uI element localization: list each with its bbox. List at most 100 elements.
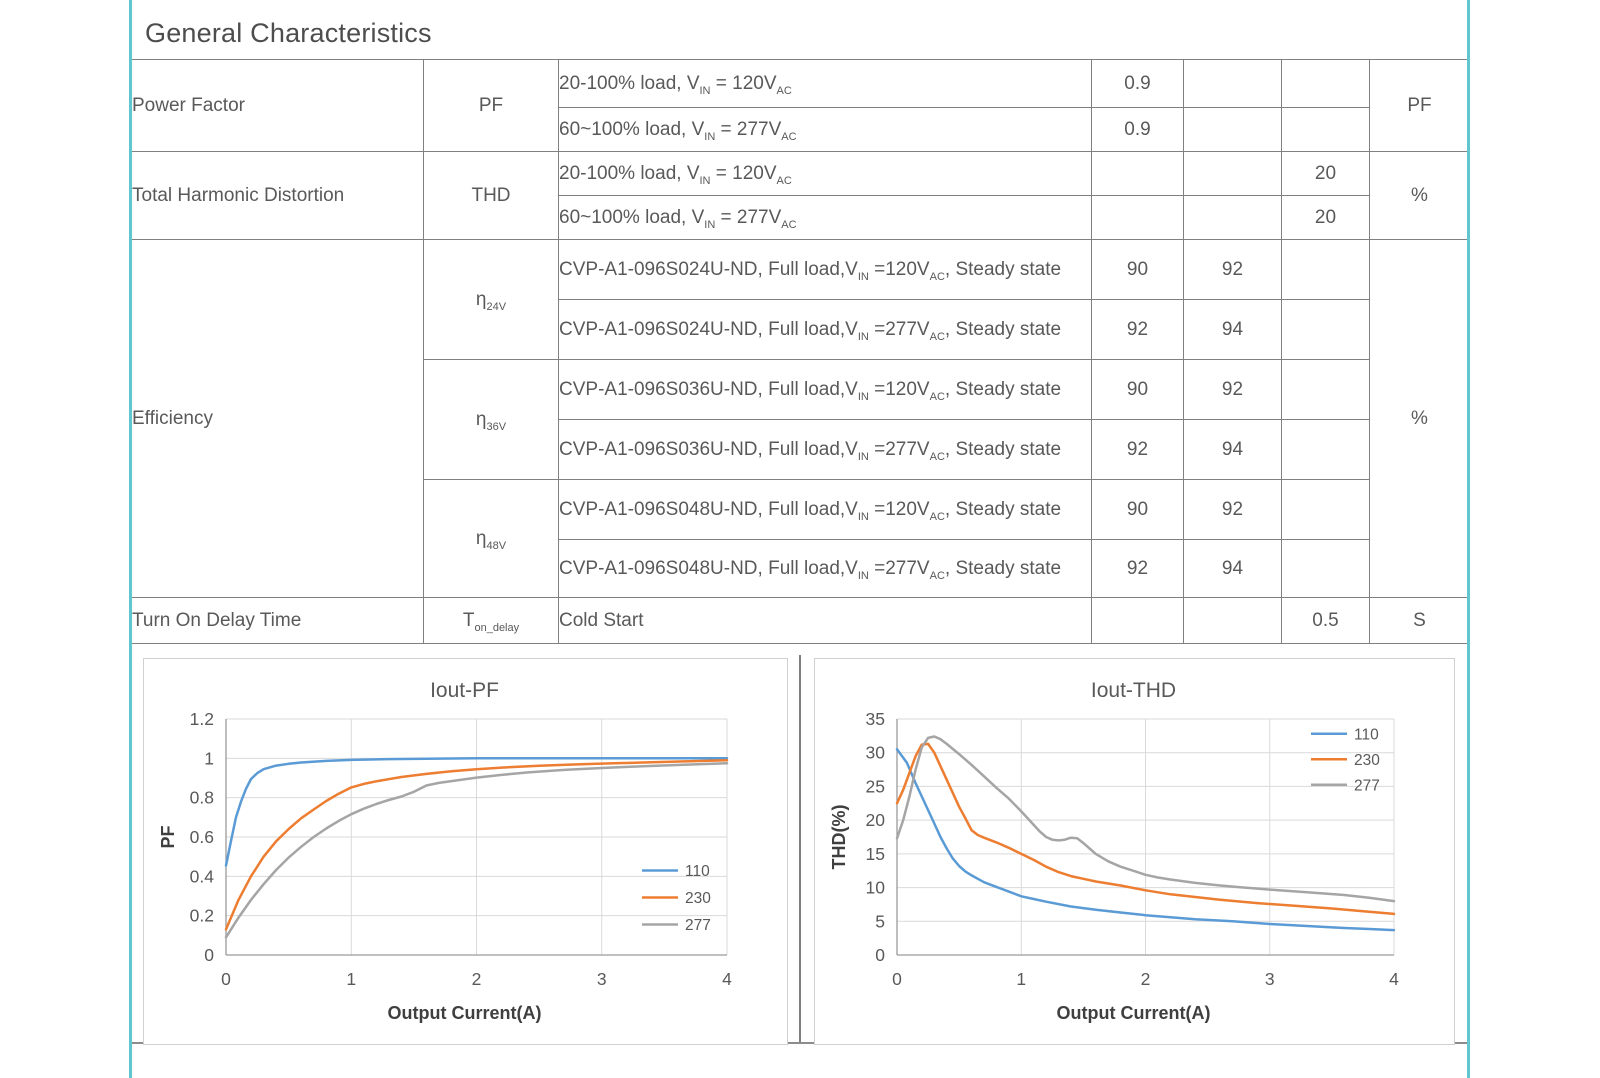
- typ-value-cell: 92: [1183, 239, 1282, 300]
- svg-text:0: 0: [204, 945, 214, 965]
- max-value-cell: [1281, 239, 1370, 300]
- svg-text:1: 1: [204, 748, 214, 768]
- svg-text:277: 277: [1354, 777, 1380, 794]
- iout-pf-chart: 0 1 2 3 4 0 0.2 0.4 0.6 0.8 1 1.2 Iout-PF Output Curr…: [143, 658, 788, 1045]
- page-frame-left-border: [129, 0, 132, 1078]
- param-cell: Turn On Delay Time: [131, 597, 424, 644]
- svg-text:Output Current(A): Output Current(A): [1057, 1003, 1211, 1023]
- typ-value-cell: [1183, 195, 1282, 240]
- svg-text:0: 0: [221, 969, 231, 989]
- symbol-cell: PF: [423, 59, 559, 152]
- svg-text:1: 1: [346, 969, 356, 989]
- condition-cell: 20-100% load, VIN = 120VAC: [558, 59, 1092, 108]
- svg-text:0.4: 0.4: [190, 866, 215, 886]
- typ-value-cell: [1183, 151, 1282, 196]
- svg-text:0: 0: [892, 969, 902, 989]
- svg-text:1: 1: [1016, 969, 1026, 989]
- svg-text:20: 20: [866, 810, 886, 830]
- min-value-cell: 92: [1091, 419, 1184, 480]
- typ-value-cell: 92: [1183, 359, 1282, 420]
- symbol-cell: η24V: [423, 239, 559, 360]
- typ-value-cell: [1183, 597, 1282, 644]
- condition-cell: 60~100% load, VIN = 277VAC: [558, 195, 1092, 240]
- svg-text:0: 0: [875, 945, 885, 965]
- param-cell: Total Harmonic Distortion: [131, 151, 424, 240]
- svg-text:25: 25: [866, 776, 885, 796]
- param-cell: Power Factor: [131, 59, 424, 152]
- charts-row-bottom-border: [131, 1042, 1469, 1044]
- svg-text:2: 2: [1141, 969, 1151, 989]
- max-value-cell: [1281, 479, 1370, 540]
- typ-value-cell: 94: [1183, 299, 1282, 360]
- unit-cell: PF: [1369, 59, 1470, 152]
- svg-text:0.8: 0.8: [190, 788, 214, 808]
- svg-text:4: 4: [722, 969, 732, 989]
- condition-cell: Cold Start: [558, 597, 1092, 644]
- max-value-cell: [1281, 539, 1370, 598]
- unit-cell: %: [1369, 239, 1470, 598]
- max-value-cell: [1281, 107, 1370, 152]
- svg-text:4: 4: [1389, 969, 1399, 989]
- condition-cell: CVP-A1-096S036U-ND, Full load,VIN =120VA…: [558, 359, 1092, 420]
- svg-text:Output Current(A): Output Current(A): [388, 1003, 542, 1023]
- param-cell: Efficiency: [131, 239, 424, 598]
- condition-cell: CVP-A1-096S036U-ND, Full load,VIN =277VA…: [558, 419, 1092, 480]
- typ-value-cell: 92: [1183, 479, 1282, 540]
- max-value-cell: [1281, 359, 1370, 420]
- svg-text:30: 30: [866, 743, 886, 763]
- min-value-cell: [1091, 151, 1184, 196]
- section-title: General Characteristics: [145, 18, 432, 48]
- svg-text:0.2: 0.2: [190, 906, 214, 926]
- unit-cell: S: [1369, 597, 1470, 644]
- svg-text:15: 15: [866, 844, 885, 864]
- min-value-cell: 0.9: [1091, 59, 1184, 108]
- condition-cell: CVP-A1-096S048U-ND, Full load,VIN =277VA…: [558, 539, 1092, 598]
- iout-pf-chart-canvas: 0 1 2 3 4 0 0.2 0.4 0.6 0.8 1 1.2 Iout-PF Output Curr…: [158, 679, 732, 1023]
- min-value-cell: [1091, 195, 1184, 240]
- svg-text:1.2: 1.2: [190, 709, 214, 729]
- condition-cell: CVP-A1-096S024U-ND, Full load,VIN =120VA…: [558, 239, 1092, 300]
- symbol-cell: η36V: [423, 359, 559, 480]
- condition-cell: 20-100% load, VIN = 120VAC: [558, 151, 1092, 196]
- min-value-cell: 90: [1091, 479, 1184, 540]
- page-frame-right-border: [1467, 0, 1470, 1078]
- min-value-cell: [1091, 597, 1184, 644]
- typ-value-cell: [1183, 59, 1282, 108]
- min-value-cell: 92: [1091, 539, 1184, 598]
- max-value-cell: [1281, 59, 1370, 108]
- svg-text:3: 3: [1265, 969, 1275, 989]
- svg-text:10: 10: [866, 878, 886, 898]
- svg-text:Iout-THD: Iout-THD: [1091, 679, 1176, 702]
- iout-thd-chart: 0 1 2 3 4 0 5 10 15 20 25 30 35 Iout-THD Output Curren…: [814, 658, 1455, 1045]
- svg-text:35: 35: [866, 709, 885, 729]
- svg-text:230: 230: [1354, 752, 1380, 769]
- svg-text:PF: PF: [158, 825, 178, 848]
- svg-text:THD(%): THD(%): [829, 805, 849, 870]
- symbol-cell: η48V: [423, 479, 559, 598]
- condition-cell: CVP-A1-096S048U-ND, Full load,VIN =120VA…: [558, 479, 1092, 540]
- svg-text:110: 110: [1354, 726, 1379, 743]
- svg-text:5: 5: [875, 911, 885, 931]
- unit-cell: %: [1369, 151, 1470, 240]
- svg-text:3: 3: [597, 969, 607, 989]
- chart-cell-separator: [799, 655, 801, 1043]
- condition-cell: 60~100% load, VIN = 277VAC: [558, 107, 1092, 152]
- max-value-cell: [1281, 419, 1370, 480]
- max-value-cell: 0.5: [1281, 597, 1370, 644]
- typ-value-cell: 94: [1183, 419, 1282, 480]
- symbol-cell: Ton_delay: [423, 597, 559, 644]
- min-value-cell: 90: [1091, 359, 1184, 420]
- typ-value-cell: 94: [1183, 539, 1282, 598]
- min-value-cell: 90: [1091, 239, 1184, 300]
- svg-text:0.6: 0.6: [190, 827, 214, 847]
- typ-value-cell: [1183, 107, 1282, 152]
- max-value-cell: [1281, 299, 1370, 360]
- svg-text:110: 110: [685, 863, 710, 880]
- svg-text:Iout-PF: Iout-PF: [430, 679, 499, 702]
- min-value-cell: 0.9: [1091, 107, 1184, 152]
- general-characteristics-table: Power Factor PF 20-100% load, VIN = 120V…: [131, 59, 1470, 644]
- max-value-cell: 20: [1281, 151, 1370, 196]
- condition-cell: CVP-A1-096S024U-ND, Full load,VIN =277VA…: [558, 299, 1092, 360]
- svg-text:230: 230: [685, 890, 711, 907]
